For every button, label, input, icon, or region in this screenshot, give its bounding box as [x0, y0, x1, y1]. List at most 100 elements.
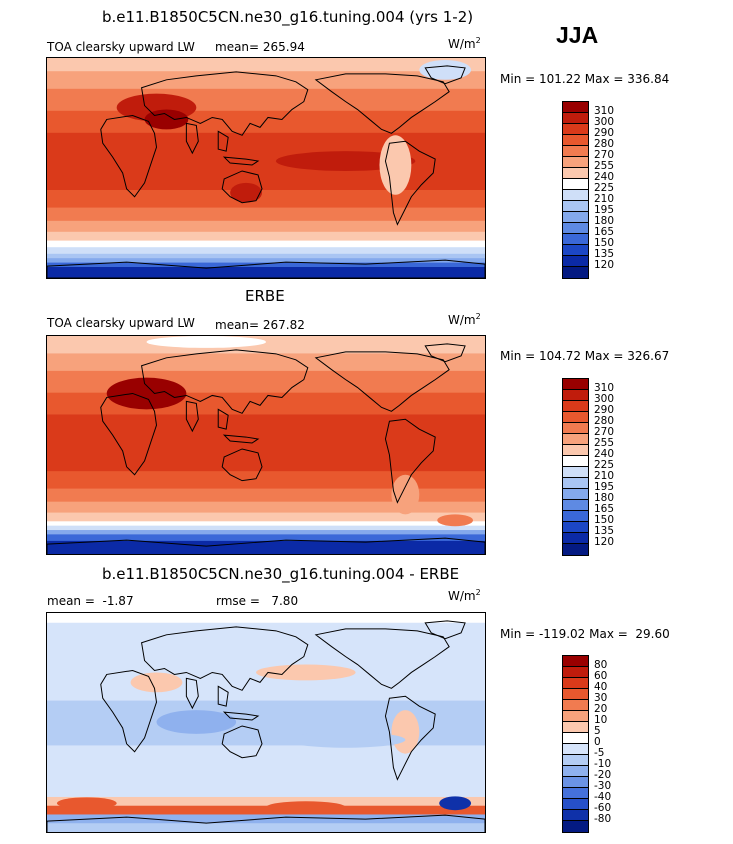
colorbar-tick-label: 195: [594, 481, 615, 493]
coastline: [100, 392, 158, 476]
colorbar-tick-label: 180: [594, 492, 615, 504]
colorbar-tick-label: -5: [594, 747, 605, 759]
colorbar-tick-label: -10: [594, 758, 612, 770]
colorbar-tick-label: -80: [594, 813, 612, 825]
coastline: [185, 677, 199, 710]
coastline: [141, 626, 309, 691]
colorbar-swatch: [563, 667, 588, 678]
panel2-mean: mean= 267.82: [215, 318, 305, 332]
colorbar-swatch: [563, 700, 588, 711]
colorbar-swatch: [563, 656, 588, 667]
colorbar-swatch: [563, 423, 588, 434]
colorbar-swatch: [563, 755, 588, 766]
panel2-colorbar: [562, 378, 589, 556]
colorbar-swatch: [563, 744, 588, 755]
colorbar-swatch: [563, 711, 588, 722]
colorbar-swatch: [563, 124, 588, 135]
colorbar-tick-label: -40: [594, 791, 612, 803]
colorbar-tick-label: 135: [594, 248, 615, 260]
colorbar-tick-label: 290: [594, 127, 615, 139]
colorbar-swatch: [563, 179, 588, 190]
colorbar-swatch: [563, 533, 588, 544]
colorbar-swatch: [563, 212, 588, 223]
colorbar-swatch: [563, 168, 588, 179]
coastline: [384, 140, 436, 226]
colorbar-swatch: [563, 478, 588, 489]
colorbar-swatch: [563, 788, 588, 799]
colorbar-swatch: [563, 766, 588, 777]
colorbar-tick-label: 195: [594, 204, 615, 216]
coastline: [314, 351, 450, 412]
panel1-colorbar-ticks: 310 300 290 280 270 255 240 225 210 195 180 165 150 1…: [594, 106, 614, 271]
colorbar-tick-label: 240: [594, 448, 615, 460]
colorbar-swatch: [563, 467, 588, 478]
colorbar-tick-label: 270: [594, 426, 615, 438]
coastline: [185, 400, 199, 433]
panel1-units: W/m2: [448, 36, 481, 51]
colorbar-tick-label: 150: [594, 237, 615, 249]
colorbar-swatch: [563, 722, 588, 733]
colorbar-swatch: [563, 157, 588, 168]
coastline: [141, 71, 309, 136]
colorbar-swatch: [563, 544, 588, 555]
colorbar-swatch: [563, 799, 588, 810]
colorbar-tick-label: 60: [594, 670, 608, 682]
coastline: [100, 114, 158, 198]
panel2-units: W/m2: [448, 312, 481, 327]
colorbar-swatch: [563, 245, 588, 256]
colorbar-tick-label: 270: [594, 149, 615, 161]
colorbar-tick-label: 135: [594, 525, 615, 537]
colorbar-tick-label: 40: [594, 681, 608, 693]
colorbar-tick-label: 80: [594, 659, 608, 671]
colorbar-swatch: [563, 223, 588, 234]
panel3-title: b.e11.B1850C5CN.ne30_g16.tuning.004 - ER…: [102, 565, 460, 583]
colorbar-tick-label: 20: [594, 703, 608, 715]
panel3-mean: mean = -1.87: [47, 594, 134, 608]
colorbar-swatch: [563, 190, 588, 201]
panel3-colorbar-ticks: 80 60 40 30 20 10 5 0 -5 -10 -20 -30 -40 -60 -80: [594, 660, 611, 825]
panel1-colorbar: [562, 101, 589, 279]
colorbar-swatch: [563, 113, 588, 124]
colorbar-swatch: [563, 434, 588, 445]
colorbar-swatch: [563, 234, 588, 245]
colorbar-tick-label: 310: [594, 105, 615, 117]
coastline: [141, 349, 309, 414]
panel1-title: b.e11.B1850C5CN.ne30_g16.tuning.004 (yrs…: [102, 8, 474, 26]
colorbar-swatch: [563, 256, 588, 267]
colorbar-tick-label: 210: [594, 470, 615, 482]
colorbar-swatch: [563, 522, 588, 533]
colorbar-swatch: [563, 689, 588, 700]
colorbar-tick-label: 255: [594, 160, 615, 172]
coastline: [424, 343, 466, 363]
panel3-colorbar: [562, 655, 589, 833]
colorbar-tick-label: 120: [594, 259, 615, 271]
colorbar-tick-label: 300: [594, 116, 615, 128]
colorbar-swatch: [563, 511, 588, 522]
coastline: [185, 122, 199, 155]
colorbar-swatch: [563, 146, 588, 157]
panel1-variable-label: TOA clearsky upward LW: [47, 40, 195, 54]
colorbar-tick-label: 30: [594, 692, 608, 704]
coastline: [424, 65, 466, 85]
colorbar-swatch: [563, 810, 588, 821]
season-label: JJA: [556, 22, 599, 48]
colorbar-tick-label: 280: [594, 138, 615, 150]
colorbar-tick-label: 0: [594, 736, 601, 748]
coastline: [217, 685, 260, 721]
coastline: [47, 537, 485, 554]
colorbar-swatch: [563, 821, 588, 832]
colorbar-tick-label: 180: [594, 215, 615, 227]
colorbar-swatch: [563, 102, 588, 113]
colorbar-tick-label: 290: [594, 404, 615, 416]
colorbar-swatch: [563, 135, 588, 146]
panel3-rmse: rmse = 7.80: [216, 594, 299, 608]
coastline: [217, 130, 260, 166]
coastline: [47, 814, 485, 832]
coastline: [221, 448, 263, 482]
panel2-title: ERBE: [245, 287, 285, 305]
colorbar-tick-label: 150: [594, 514, 615, 526]
coastline: [100, 669, 158, 753]
panel2-colorbar-ticks: 310 300 290 280 270 255 240 225 210 195 180 165 150 1…: [594, 383, 614, 548]
colorbar-tick-label: 165: [594, 226, 615, 238]
colorbar-tick-label: -30: [594, 780, 612, 792]
